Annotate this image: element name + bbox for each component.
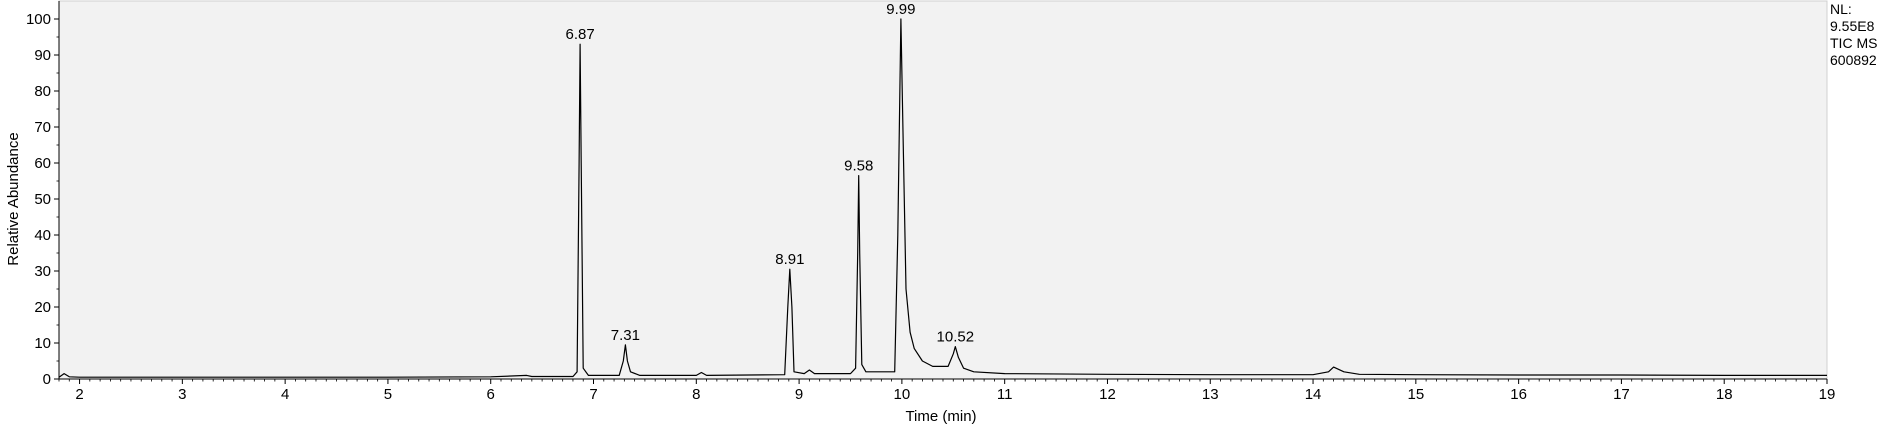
peak-labels-layer: 6.87 7.31 8.91 9.58 9.99 10.52 <box>566 1 975 346</box>
x-tick-label: 12 <box>1099 386 1116 403</box>
y-tick-label: 10 <box>34 335 51 352</box>
peak-label: 8.91 <box>775 251 804 268</box>
y-tick-label: 90 <box>34 47 51 64</box>
x-tick-label: 2 <box>75 386 83 403</box>
peak-label: 6.87 <box>566 26 595 43</box>
peak-label: 7.31 <box>611 327 640 344</box>
nl-value: 9.55E8 <box>1830 18 1875 34</box>
x-tick-label: 7 <box>589 386 597 403</box>
x-tick-label: 15 <box>1407 386 1424 403</box>
peak-label: 9.99 <box>886 1 915 18</box>
trace-info: NL: 9.55E8 TIC MS 600892 <box>1830 1 1877 69</box>
trace-layer <box>58 18 1827 378</box>
x-tick-label: 6 <box>487 386 495 403</box>
x-tick-label: 19 <box>1819 386 1836 403</box>
x-tick-label: 3 <box>178 386 186 403</box>
peak-label: 9.58 <box>844 158 873 175</box>
x-tick-label: 17 <box>1613 386 1630 403</box>
y-tick-label: 30 <box>34 263 51 280</box>
y-tick-label: 0 <box>43 371 51 388</box>
series-line-0 <box>58 18 1827 378</box>
x-tick-label: 13 <box>1202 386 1219 403</box>
x-tick-label: 5 <box>384 386 392 403</box>
x-axis-title: Time (min) <box>905 408 976 425</box>
x-tick-label: 8 <box>692 386 700 403</box>
y-tick-label: 40 <box>34 227 51 244</box>
y-axis-title: Relative Abundance <box>5 132 22 265</box>
plot-area <box>58 0 1828 380</box>
nl-label: NL: <box>1830 1 1852 17</box>
y-tick-label: 80 <box>34 83 51 100</box>
trace-type: TIC MS <box>1830 35 1878 51</box>
y-tick-label: 70 <box>34 119 51 136</box>
peak-label: 10.52 <box>937 329 975 346</box>
sample-id: 600892 <box>1830 52 1877 68</box>
x-tick-label: 18 <box>1716 386 1733 403</box>
x-tick-label: 10 <box>894 386 911 403</box>
y-tick-label: 50 <box>34 191 51 208</box>
x-tick-label: 11 <box>997 386 1013 403</box>
x-tick-label: 9 <box>795 386 803 403</box>
ticks-layer: 2 3 4 5 6 7 8 9 10 11 12 13 14 15 16 17 18 19 0 10 20 30 40 50 6… <box>26 11 1835 403</box>
y-tick-label: 60 <box>34 155 51 172</box>
x-tick-label: 4 <box>281 386 289 403</box>
y-tick-label: 100 <box>26 11 51 28</box>
y-tick-label: 20 <box>34 299 51 316</box>
x-tick-label: 16 <box>1510 386 1527 403</box>
x-tick-label: 14 <box>1305 386 1322 403</box>
